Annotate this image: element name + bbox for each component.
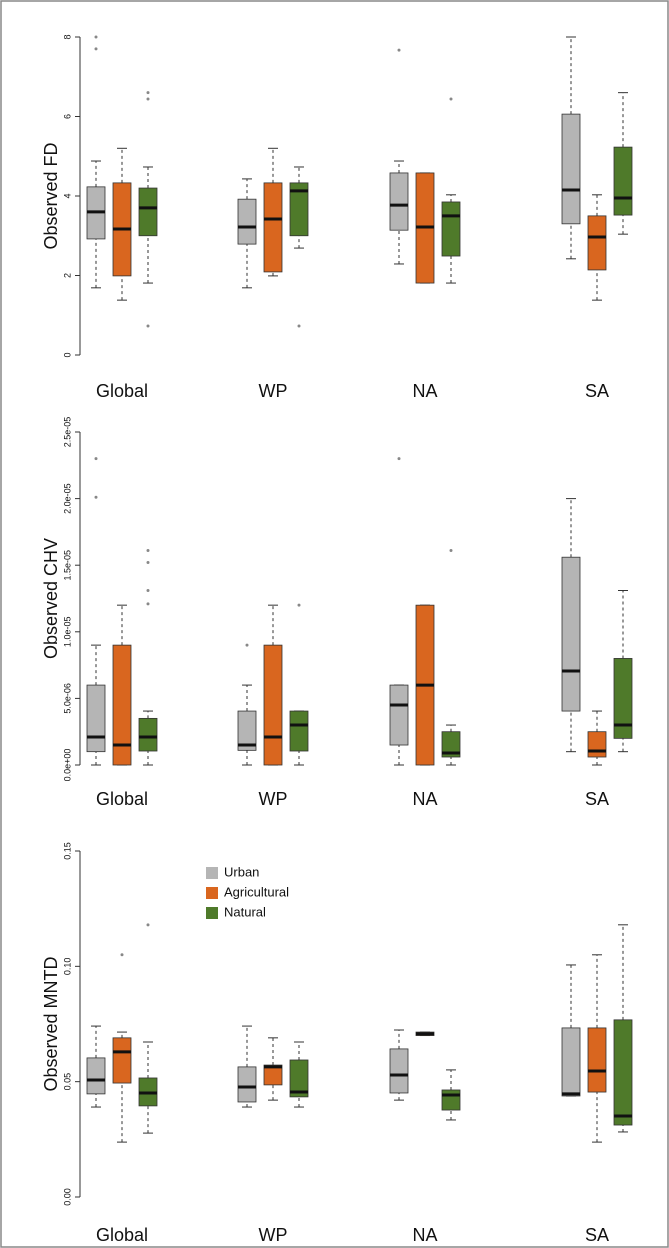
x-category-label: WP — [259, 1225, 288, 1245]
x-category-label: WP — [259, 381, 288, 401]
box — [613, 1019, 633, 1126]
y-tick-label: 5.0e-06 — [62, 683, 72, 714]
box — [112, 644, 132, 766]
box — [237, 198, 257, 245]
y-tick-label: 0.0e+00 — [62, 749, 72, 782]
outlier — [94, 457, 98, 461]
x-category-label: SA — [585, 1225, 609, 1245]
outlier — [297, 603, 301, 607]
box — [587, 731, 607, 758]
box — [441, 731, 461, 758]
x-category-label: SA — [585, 381, 609, 401]
box — [389, 172, 409, 231]
box — [138, 717, 158, 752]
outlier — [146, 923, 150, 927]
y-tick-label: 2 — [62, 273, 72, 278]
box — [561, 556, 581, 712]
box — [86, 1057, 106, 1095]
box — [289, 182, 309, 237]
outlier — [146, 589, 150, 593]
outlier — [146, 97, 150, 101]
box — [389, 684, 409, 746]
legend-swatch — [206, 907, 218, 919]
box — [237, 1066, 257, 1103]
y-tick-label: 1.0e-05 — [62, 617, 72, 648]
outlier — [94, 35, 98, 39]
y-tick-label: 0.05 — [62, 1073, 72, 1091]
legend-swatch — [206, 867, 218, 879]
box — [561, 113, 581, 225]
x-category-label: WP — [259, 789, 288, 809]
outlier — [146, 561, 150, 565]
y-tick-label: 8 — [62, 34, 72, 39]
x-category-label: Global — [96, 1225, 148, 1245]
outlier — [397, 457, 401, 461]
x-category-label: NA — [412, 381, 437, 401]
y-axis-label: Observed CHV — [41, 538, 61, 659]
box — [237, 710, 257, 751]
box — [289, 1059, 309, 1098]
outlier — [146, 91, 150, 95]
box — [587, 1027, 607, 1093]
y-tick-label: 1.5e-05 — [62, 550, 72, 581]
y-tick-label: 6 — [62, 114, 72, 119]
y-tick-label: 2.0e-05 — [62, 483, 72, 514]
box — [263, 644, 283, 766]
outlier — [94, 495, 98, 499]
box — [263, 182, 283, 273]
x-category-label: NA — [412, 789, 437, 809]
outlier — [449, 97, 453, 101]
y-tick-label: 2.5e-05 — [62, 417, 72, 448]
box — [441, 201, 461, 257]
outlier — [297, 324, 301, 328]
outlier — [120, 953, 124, 957]
outlier — [245, 643, 249, 647]
box — [138, 187, 158, 237]
box — [587, 215, 607, 271]
x-category-label: SA — [585, 789, 609, 809]
y-axis-label: Observed FD — [41, 142, 61, 249]
outlier — [146, 549, 150, 553]
outlier — [146, 324, 150, 328]
box — [112, 1037, 132, 1084]
outlier — [397, 48, 401, 52]
legend-label: Agricultural — [224, 884, 289, 899]
box — [613, 146, 633, 216]
outlier — [94, 47, 98, 51]
y-tick-label: 0.00 — [62, 1188, 72, 1206]
box — [389, 1048, 409, 1094]
legend-swatch — [206, 887, 218, 899]
box — [561, 1027, 581, 1097]
box — [263, 1064, 283, 1086]
y-tick-label: 0.15 — [62, 842, 72, 860]
y-axis-label: Observed MNTD — [41, 956, 61, 1091]
outlier — [146, 602, 150, 606]
legend-label: Natural — [224, 904, 266, 919]
box — [441, 1089, 461, 1111]
x-category-label: Global — [96, 789, 148, 809]
box — [289, 710, 309, 752]
box — [613, 658, 633, 739]
y-tick-label: 0 — [62, 352, 72, 357]
y-tick-label: 4 — [62, 193, 72, 198]
y-tick-label: 0.10 — [62, 958, 72, 976]
legend-label: Urban — [224, 864, 259, 879]
x-category-label: Global — [96, 381, 148, 401]
box — [86, 684, 106, 753]
x-category-label: NA — [412, 1225, 437, 1245]
outlier — [449, 549, 453, 553]
